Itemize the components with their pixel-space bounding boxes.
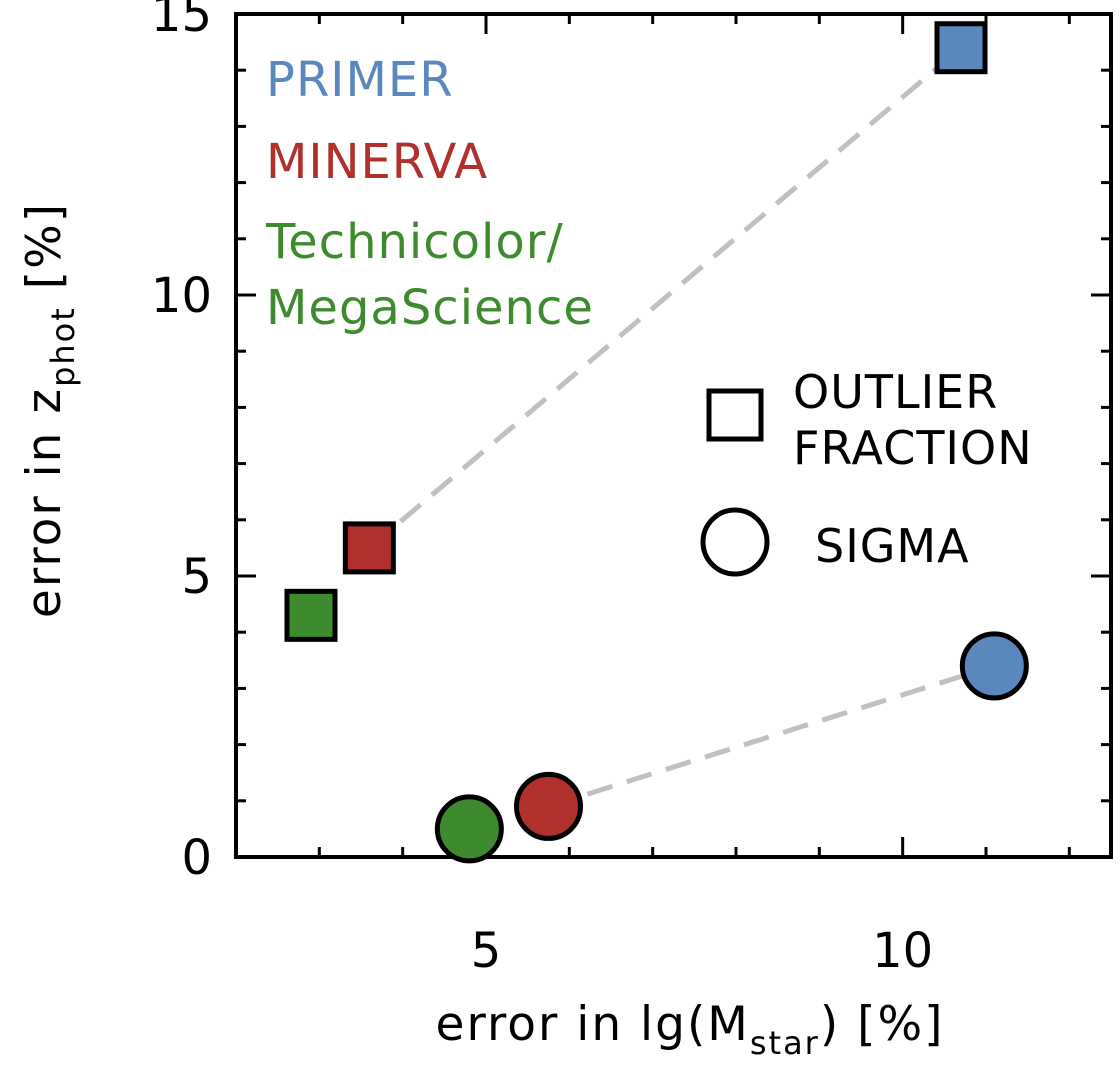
connector-line — [547, 663, 996, 809]
x-axis-label: error in lg(Mstar) [%] — [436, 997, 945, 1062]
sigma-point — [514, 771, 583, 841]
y-tick-label: 5 — [181, 549, 212, 605]
connector-lines — [367, 45, 996, 809]
survey-legend-label: Technicolor/ — [265, 214, 564, 270]
survey-legend-label-line2: MegaScience — [266, 280, 594, 336]
outlier-point — [934, 21, 988, 75]
connector-line — [367, 45, 963, 550]
legend-square-icon — [706, 388, 764, 442]
axis-ticks — [234, 12, 1111, 859]
legend-sigma-label: SIGMA — [815, 519, 970, 573]
y-tick-label: 0 — [181, 830, 212, 886]
outlier-point — [284, 588, 338, 642]
legend-outlier-label-line2: FRACTION — [793, 421, 1033, 475]
tick-labels: 5 10 0 5 10 15 — [151, 0, 933, 979]
plot-frame — [234, 12, 1113, 859]
x-tick-label: 5 — [471, 923, 502, 979]
survey-legend-label: MINERVA — [266, 134, 488, 190]
sigma-point — [434, 794, 504, 864]
y-axis-label: error in zphot [%] — [17, 202, 82, 618]
y-tick-label: 10 — [151, 268, 212, 324]
plot-border — [234, 12, 1113, 859]
data-points — [284, 21, 1029, 864]
sigma-point — [959, 631, 1029, 701]
survey-legend: PRIMER MINERVA Technicolor/MegaScience — [265, 52, 594, 336]
outlier-point — [342, 521, 396, 575]
survey-legend-label: PRIMER — [266, 52, 454, 108]
legend-outlier-label: OUTLIER — [793, 365, 998, 419]
y-tick-label: 15 — [151, 0, 212, 43]
x-tick-label: 10 — [872, 923, 933, 979]
legend-circle-icon — [700, 507, 770, 577]
